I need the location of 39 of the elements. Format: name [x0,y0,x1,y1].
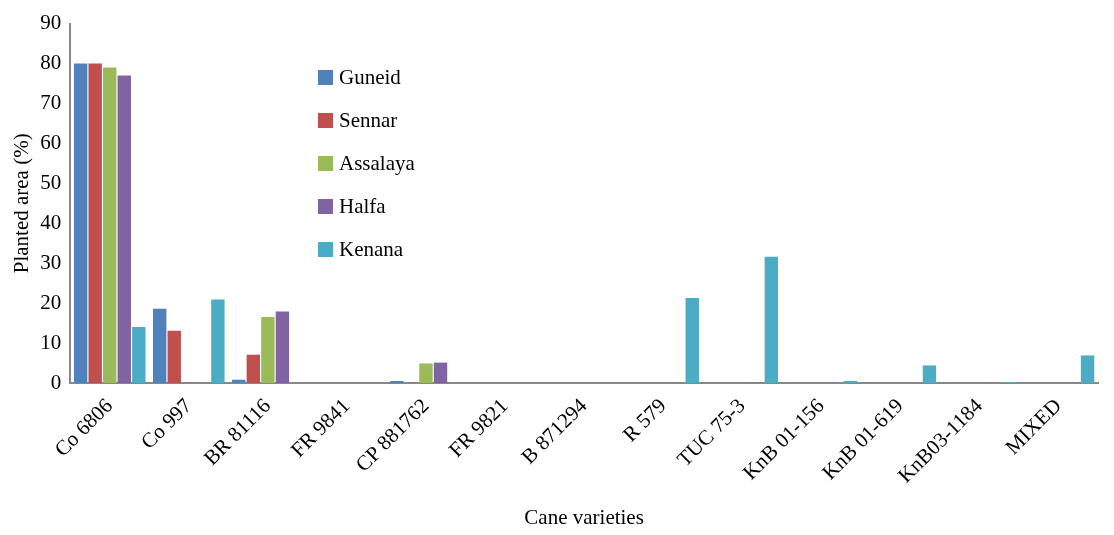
bar [246,354,260,383]
x-axis-title: Cane varieties [524,504,644,529]
bar [232,379,246,383]
y-tick-label: 80 [40,50,62,75]
y-tick-label: 70 [40,89,62,114]
bar [433,362,448,383]
bar [261,317,275,383]
y-tick-label: 20 [40,289,62,314]
legend-label: Assalaya [339,151,415,176]
y-tick-label: 60 [40,129,62,154]
bar [922,365,937,383]
legend-label: Kenana [339,237,404,262]
bar [275,311,290,383]
bar [117,75,131,383]
y-tick-label: 40 [40,209,62,234]
bar [153,308,167,383]
bar [419,363,433,383]
legend-label: Halfa [339,194,386,219]
bar [764,256,779,383]
y-tick-label: 0 [50,369,62,394]
bar [132,327,146,383]
x-tick-label: Co 997 [135,393,197,454]
legend-label: Guneid [339,65,401,90]
bar [88,63,102,383]
bar [103,67,117,383]
legend-label: Sennar [339,108,398,133]
bar [167,330,181,383]
y-tick-label: 90 [40,10,62,35]
bar [685,297,699,383]
bar [1080,355,1095,383]
bar [73,63,88,383]
y-tick-label: 50 [40,169,62,194]
x-tick-label: R 579 [617,393,671,447]
y-tick-label: 10 [40,329,62,354]
y-tick-label: 30 [40,249,62,274]
bar [843,380,858,383]
bar [211,299,225,383]
bar [390,380,404,383]
y-axis-title: Planted area (%) [9,133,34,274]
